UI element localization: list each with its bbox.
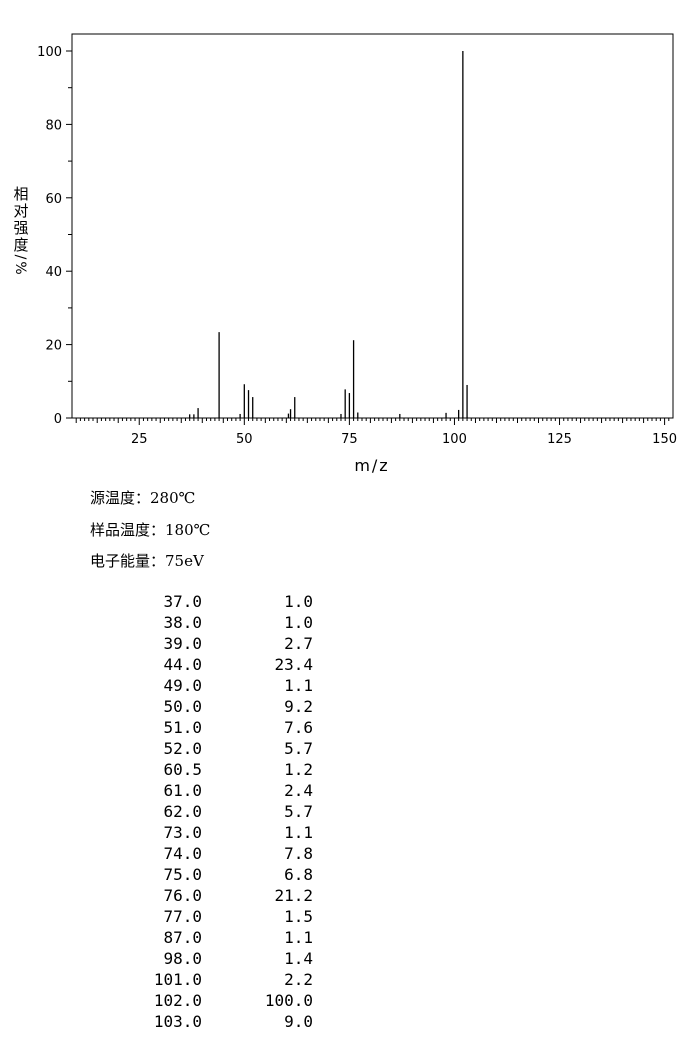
peak-intensity: 21.2 (274, 886, 313, 905)
peak-mz: 77.0 (163, 907, 202, 926)
peak-mz: 50.0 (163, 697, 202, 716)
peak-mz: 37.0 (163, 592, 202, 611)
peak-mz: 44.0 (163, 655, 202, 674)
sample-temperature: 样品温度：180℃ (90, 521, 211, 539)
peak-mz: 49.0 (163, 676, 202, 695)
y-tick-label: 0 (54, 412, 62, 427)
peak-intensity: 7.6 (284, 718, 313, 737)
peak-intensity: 23.4 (274, 655, 313, 674)
y-label-char: % (12, 261, 28, 274)
source-temperature: 源温度：280℃ (90, 489, 196, 507)
y-tick-label: 80 (45, 118, 62, 133)
plot-frame (71, 33, 674, 419)
x-tick-label: 25 (131, 432, 148, 447)
peak-intensity: 1.1 (284, 823, 313, 842)
x-tick-label: 50 (236, 432, 253, 447)
y-label-char: 对 (13, 202, 28, 220)
peak-intensity: 9.0 (284, 1012, 313, 1031)
peak-intensity: 1.1 (284, 928, 313, 947)
peak-mz: 38.0 (163, 613, 202, 632)
peak-mz: 75.0 (163, 865, 202, 884)
y-label-char: / (12, 255, 28, 260)
peak-mz: 74.0 (163, 844, 202, 863)
spectrum-peaks (189, 51, 468, 418)
peak-intensity: 5.7 (284, 802, 313, 821)
peak-intensity: 1.0 (284, 592, 313, 611)
peak-intensity: 5.7 (284, 739, 313, 758)
peak-mz: 51.0 (163, 718, 202, 737)
peak-mz: 52.0 (163, 739, 202, 758)
peak-intensity: 7.8 (284, 844, 313, 863)
peak-intensity: 2.7 (284, 634, 313, 653)
y-tick-label: 40 (45, 265, 62, 280)
peak-mz: 102.0 (153, 991, 202, 1010)
peak-intensity: 2.2 (284, 970, 313, 989)
peak-mz: 98.0 (163, 949, 202, 968)
x-tick-label: 100 (442, 432, 467, 447)
peak-mz: 101.0 (153, 970, 202, 989)
y-tick-label: 20 (45, 339, 62, 354)
y-axis: 0 20 40 60 80 100 (37, 45, 72, 427)
peak-mz: 62.0 (163, 802, 202, 821)
x-tick-label: 75 (341, 432, 358, 447)
x-tick-label: 125 (547, 432, 572, 447)
y-label-char: 强 (13, 219, 28, 237)
peak-mz: 60.5 (163, 760, 202, 779)
y-tick-label: 100 (37, 45, 62, 60)
x-axis-label: m/z (354, 456, 389, 475)
x-tick-label: 150 (652, 432, 677, 447)
x-axis: 25 50 75 100 125 150 (75, 418, 677, 447)
y-label-char: 度 (13, 236, 28, 254)
peak-mz: 76.0 (163, 886, 202, 905)
peak-intensity: 9.2 (284, 697, 313, 716)
peak-intensity: 1.0 (284, 613, 313, 632)
peak-intensity: 1.5 (284, 907, 313, 926)
peak-mz: 103.0 (153, 1012, 202, 1031)
peak-mz: 39.0 (163, 634, 202, 653)
y-tick-label: 60 (45, 192, 62, 207)
peak-intensity: 1.4 (284, 949, 313, 968)
peak-intensity: 100.0 (264, 991, 313, 1010)
peak-intensity: 1.2 (284, 760, 313, 779)
peak-mz: 87.0 (163, 928, 202, 947)
peak-intensity: 2.4 (284, 781, 313, 800)
peak-mz: 61.0 (163, 781, 202, 800)
peak-intensity: 6.8 (284, 865, 313, 884)
electron-energy: 电子能量：75eV (90, 552, 204, 570)
peak-mz: 73.0 (163, 823, 202, 842)
peak-intensity: 1.1 (284, 676, 313, 695)
y-label-char: 相 (13, 185, 28, 203)
